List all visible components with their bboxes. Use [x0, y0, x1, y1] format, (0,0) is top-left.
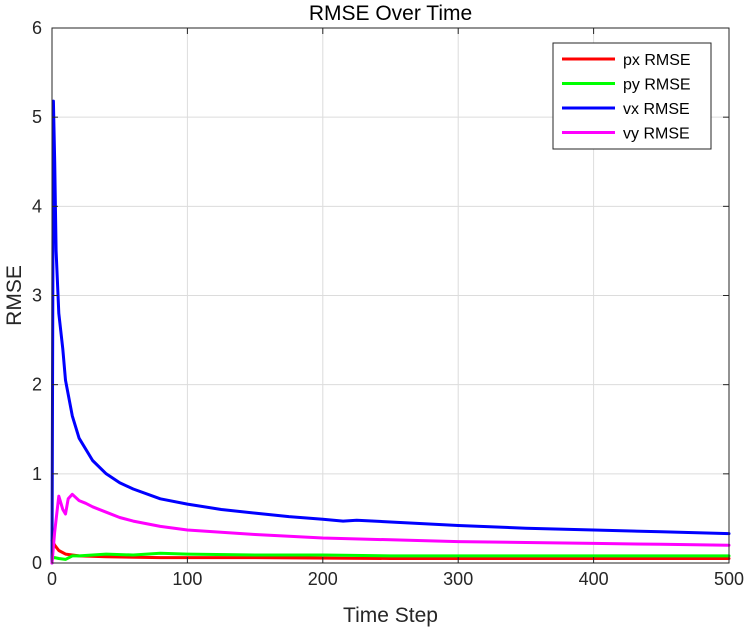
y-tick-label: 4	[32, 196, 42, 216]
legend-label-py-rmse: py RMSE	[623, 77, 691, 94]
legend-label-vy-rmse: vy RMSE	[623, 126, 690, 143]
y-tick-label: 0	[32, 553, 42, 573]
x-tick-label: 300	[443, 569, 473, 589]
x-tick-label: 500	[714, 569, 744, 589]
x-axis-label: Time Step	[343, 604, 438, 627]
y-tick-label: 1	[32, 464, 42, 484]
y-tick-label: 5	[32, 107, 42, 127]
y-tick-label: 3	[32, 286, 42, 306]
y-tick-label: 2	[32, 375, 42, 395]
axis-ticks: 0 100 200 300 400 500 0 1 2 3 4 5 6	[32, 18, 744, 589]
x-tick-label: 0	[47, 569, 57, 589]
x-tick-label: 100	[172, 569, 202, 589]
series-line-py-rmse	[50, 551, 731, 561]
x-tick-label: 200	[308, 569, 338, 589]
chart-title: RMSE Over Time	[309, 2, 472, 25]
x-tick-label: 400	[579, 569, 609, 589]
series-line-vx-rmse	[50, 99, 731, 565]
y-tick-label: 6	[32, 18, 42, 38]
series-lines	[50, 99, 731, 565]
legend-label-px-rmse: px RMSE	[623, 52, 691, 69]
series-line-vy-rmse	[50, 492, 731, 565]
legend-label-vx-rmse: vx RMSE	[623, 101, 690, 118]
legend: px RMSE py RMSE vx RMSE vy RMSE	[552, 42, 712, 150]
series-line-px-rmse	[50, 539, 731, 560]
y-axis-label: RMSE	[3, 265, 26, 326]
